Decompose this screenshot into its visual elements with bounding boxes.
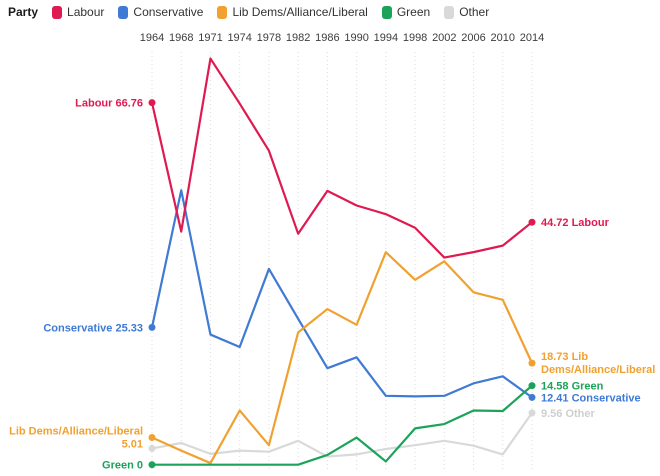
series-line-other bbox=[150, 411, 534, 458]
series-start-dot-green bbox=[148, 461, 156, 469]
year-label-1990: 1990 bbox=[344, 32, 368, 44]
year-label-1986: 1986 bbox=[315, 32, 339, 44]
series-start-dot-conservative bbox=[148, 323, 156, 331]
start-label-green: Green 0 bbox=[102, 460, 143, 472]
series-end-dot-green bbox=[528, 382, 536, 390]
legend: Party Labour Conservative Lib Dems/Allianc… bbox=[8, 5, 489, 19]
series-start-dot-other bbox=[148, 444, 156, 452]
legend-label: Conservative bbox=[133, 5, 204, 19]
series-end-dot-conservative bbox=[528, 393, 536, 401]
year-label-1964: 1964 bbox=[140, 32, 164, 44]
year-label-2014: 2014 bbox=[520, 32, 544, 44]
year-label-1968: 1968 bbox=[169, 32, 193, 44]
series-end-dot-labour bbox=[528, 218, 536, 226]
end-label-conservative: 12.41 Conservative bbox=[541, 392, 641, 404]
legend-swatch-lib-dems-alliance-liberal bbox=[217, 5, 228, 19]
legend-label: Green bbox=[396, 5, 431, 19]
year-label-1978: 1978 bbox=[257, 32, 281, 44]
end-label-labour: 44.72 Labour bbox=[541, 217, 610, 229]
series-start-dot-lib-dems-alliance-liberal bbox=[148, 434, 156, 442]
year-label-1982: 1982 bbox=[286, 32, 310, 44]
start-label-conservative: Conservative 25.33 bbox=[43, 322, 143, 334]
legend-label: Labour bbox=[67, 5, 105, 19]
end-label-lib-dems-alliance-liberal: 18.73 Lib Dems/Alliance/Liberal bbox=[541, 351, 655, 376]
year-label-2010: 2010 bbox=[491, 32, 515, 44]
legend-item-labour[interactable]: Labour bbox=[52, 5, 104, 19]
legend-item-lib-dems-alliance-liberal[interactable]: Lib Dems/Alliance/Liberal bbox=[217, 5, 368, 19]
year-label-1994: 1994 bbox=[374, 32, 398, 44]
legend-label: Other bbox=[459, 5, 490, 19]
series-line-conservative bbox=[150, 189, 534, 399]
end-label-other: 9.56 Other bbox=[541, 408, 596, 420]
legend-swatch-other bbox=[444, 5, 455, 19]
series-line-labour bbox=[150, 57, 534, 259]
legend-label: Lib Dems/Alliance/Liberal bbox=[232, 5, 368, 19]
year-label-1971: 1971 bbox=[198, 32, 222, 44]
start-label-labour: Labour 66.76 bbox=[75, 98, 143, 110]
legend-item-green[interactable]: Green bbox=[381, 5, 431, 19]
legend-item-other[interactable]: Other bbox=[444, 5, 489, 19]
series-start-dot-labour bbox=[148, 99, 156, 107]
series-line-lib-dems-alliance-liberal bbox=[150, 251, 534, 465]
year-label-1998: 1998 bbox=[403, 32, 427, 44]
end-label-green: 14.58 Green bbox=[541, 381, 604, 393]
year-label-2006: 2006 bbox=[461, 32, 485, 44]
year-label-2002: 2002 bbox=[432, 32, 456, 44]
series-line-green bbox=[150, 384, 534, 466]
legend-swatch-conservative bbox=[118, 5, 129, 19]
year-label-1974: 1974 bbox=[227, 32, 251, 44]
series-end-dot-lib-dems-alliance-liberal bbox=[528, 359, 536, 367]
start-label-lib-dems-alliance-liberal: Lib Dems/Alliance/Liberal 5.01 bbox=[9, 426, 143, 451]
series-end-dot-other bbox=[528, 409, 536, 417]
legend-swatch-green bbox=[381, 5, 392, 19]
legend-swatch-labour bbox=[52, 5, 63, 19]
legend-item-conservative[interactable]: Conservative bbox=[118, 5, 203, 19]
legend-title: Party bbox=[8, 5, 39, 19]
